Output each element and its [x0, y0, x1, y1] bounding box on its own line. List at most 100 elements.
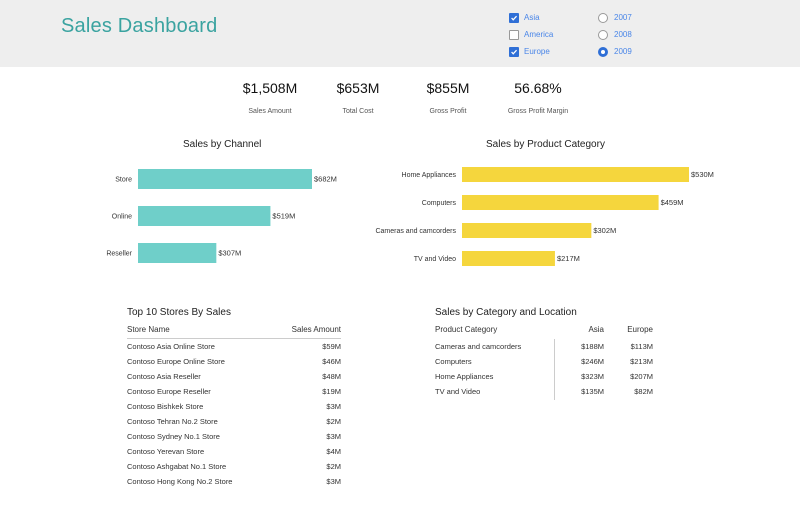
value-label: $682M: [314, 175, 337, 184]
table-row: Contoso Sydney No.1 Store $3M: [127, 429, 341, 444]
table-cell: $48M: [322, 372, 341, 381]
table-cell: $2M: [326, 417, 341, 426]
table-cell: $46M: [322, 357, 341, 366]
table-cell: Computers: [435, 357, 472, 366]
table-cell: Contoso Sydney No.1 Store: [127, 432, 220, 441]
region-option-asia[interactable]: Asia: [509, 9, 553, 26]
top-stores-title: Top 10 Stores By Sales: [127, 307, 231, 318]
bar[interactable]: [138, 206, 271, 226]
region-option-america[interactable]: America: [509, 26, 553, 43]
table-row: Computers $246M $213M: [435, 354, 655, 369]
value-label: $519M: [272, 212, 295, 221]
sales-by-channel-chart: Store $682M Online $519M Reseller $307M: [106, 169, 337, 263]
category-label: Computers: [422, 200, 457, 207]
table-row: Contoso Europe Online Store $46M: [127, 354, 341, 369]
sales-by-product-category-chart: Home Appliances $530M Computers $459M Camera…: [375, 167, 714, 266]
checkbox-checked-icon[interactable]: [509, 46, 519, 57]
checkbox-checked-icon[interactable]: [509, 12, 519, 23]
category-location-title: Sales by Category and Location: [435, 307, 577, 318]
kpi-label: Sales Amount: [248, 108, 292, 115]
value-label: $217M: [557, 254, 580, 263]
category-label: Cameras and camcorders: [375, 228, 456, 235]
table-cell: Contoso Europe Reseller: [127, 387, 211, 396]
kpi-gross-profit-margin: 56.68% Gross Profit Margin: [502, 80, 574, 115]
year-label: 2009: [614, 47, 632, 56]
table-cell: $207M: [630, 372, 653, 381]
table-cell: $213M: [630, 357, 653, 366]
year-label: 2007: [614, 13, 632, 22]
table-cell: Cameras and camcorders: [435, 342, 522, 351]
year-option-2007[interactable]: 2007: [598, 9, 632, 26]
table-header: Product Category Asia Europe: [435, 325, 655, 339]
chart-title-sales-by-channel: Sales by Channel: [183, 139, 262, 150]
table-row: TV and Video $135M $82M: [435, 384, 655, 399]
region-label: Asia: [524, 13, 540, 22]
year-filter: 2007 2008 2009: [598, 9, 632, 60]
table-cell: Contoso Hong Kong No.2 Store: [127, 477, 233, 486]
kpi-sales-amount: $1,508M Sales Amount: [234, 80, 306, 115]
table-row: Contoso Tehran No.2 Store $2M: [127, 414, 341, 429]
category-label: Home Appliances: [402, 172, 457, 179]
radio-unselected-icon[interactable]: [598, 29, 608, 40]
table-cell: $135M: [581, 387, 604, 396]
table-row: Contoso Europe Reseller $19M: [127, 384, 341, 399]
value-label: $307M: [218, 249, 241, 258]
year-option-2008[interactable]: 2008: [598, 26, 632, 43]
year-option-2009[interactable]: 2009: [598, 43, 632, 60]
table-row: Cameras and camcorders $188M $113M: [435, 339, 655, 354]
bar[interactable]: [462, 195, 659, 210]
category-location-table: Product Category Asia Europe Cameras and…: [435, 325, 655, 400]
header-bar: Sales Dashboard Asia America Europe 2007…: [0, 0, 800, 67]
table-cell: $82M: [634, 387, 653, 396]
app-title: Sales Dashboard: [61, 15, 218, 37]
kpi-value: $855M: [426, 80, 470, 96]
table-row: Contoso Hong Kong No.2 Store $3M: [127, 474, 341, 489]
bar[interactable]: [138, 169, 312, 189]
column-divider: [554, 339, 555, 400]
bar[interactable]: [462, 223, 592, 238]
region-label: Europe: [524, 47, 550, 56]
table-cell: $188M: [581, 342, 604, 351]
table-cell: Contoso Bishkek Store: [127, 402, 204, 411]
table-cell: Contoso Tehran No.2 Store: [127, 417, 218, 426]
category-label: Online: [112, 214, 132, 221]
radio-selected-icon[interactable]: [598, 46, 608, 57]
table-cell: Contoso Ashgabat No.1 Store: [127, 462, 227, 471]
bar[interactable]: [138, 243, 217, 263]
kpi-value: $653M: [336, 80, 380, 96]
table-cell: Contoso Europe Online Store: [127, 357, 225, 366]
table-row: Contoso Asia Reseller $48M: [127, 369, 341, 384]
kpi-value: $1,508M: [242, 80, 298, 96]
table-row: Contoso Yerevan Store $4M: [127, 444, 341, 459]
bar[interactable]: [462, 251, 555, 266]
chart-title-sales-by-product-category: Sales by Product Category: [486, 139, 605, 150]
kpi-label: Gross Profit Margin: [507, 108, 569, 115]
table-cell: $113M: [630, 342, 653, 351]
table-cell: $323M: [581, 372, 604, 381]
table-cell: $246M: [581, 357, 604, 366]
table-cell: TV and Video: [435, 387, 481, 396]
column-header-europe: Europe: [627, 325, 653, 334]
table-cell: $59M: [322, 342, 341, 351]
table-row: Home Appliances $323M $207M: [435, 369, 655, 384]
category-label: Store: [115, 177, 132, 184]
table-cell: $2M: [326, 462, 341, 471]
top-stores-table: Store Name Sales Amount Contoso Asia Onl…: [127, 325, 341, 489]
kpi-gross-profit: $855M Gross Profit: [417, 80, 479, 115]
column-header-asia: Asia: [588, 325, 604, 334]
region-filter: Asia America Europe: [509, 9, 553, 60]
table-row: Contoso Bishkek Store $3M: [127, 399, 341, 414]
bar[interactable]: [462, 167, 689, 182]
kpi-label: Gross Profit: [429, 108, 467, 115]
radio-unselected-icon[interactable]: [598, 12, 608, 23]
value-label: $530M: [691, 170, 714, 179]
region-option-europe[interactable]: Europe: [509, 43, 553, 60]
checkbox-unchecked-icon[interactable]: [509, 29, 519, 40]
column-header-product-category: Product Category: [435, 325, 498, 334]
table-cell: Contoso Asia Reseller: [127, 372, 201, 381]
category-label: Reseller: [106, 251, 132, 258]
table-cell: Contoso Yerevan Store: [127, 447, 205, 456]
table-row: Contoso Ashgabat No.1 Store $2M: [127, 459, 341, 474]
table-cell: $19M: [322, 387, 341, 396]
table-cell: $3M: [326, 402, 341, 411]
